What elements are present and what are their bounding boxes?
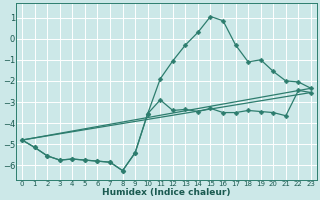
X-axis label: Humidex (Indice chaleur): Humidex (Indice chaleur) [102, 188, 231, 197]
